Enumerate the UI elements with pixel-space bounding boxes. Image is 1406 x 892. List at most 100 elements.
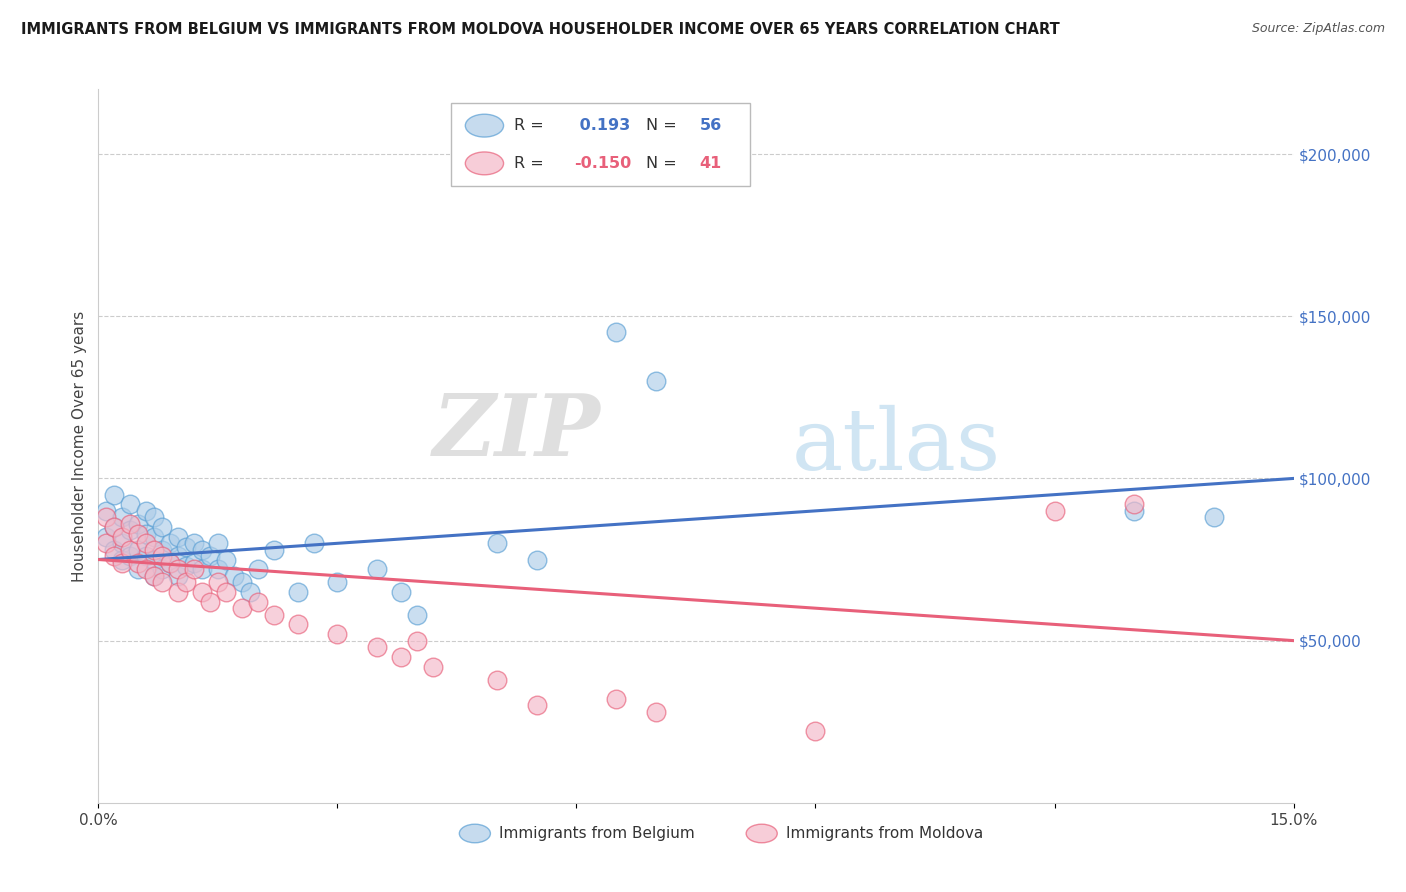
Point: [96, 530, 118, 544]
Text: 0.193: 0.193: [574, 118, 630, 133]
Text: Immigrants from Moldova: Immigrants from Moldova: [786, 826, 983, 841]
Point: [143, 510, 166, 524]
Point: [111, 510, 134, 524]
Text: R =: R =: [515, 118, 544, 133]
Point: [287, 617, 309, 632]
Point: [174, 540, 197, 554]
Point: [222, 568, 245, 582]
Point: [263, 542, 285, 557]
Point: [120, 542, 142, 557]
Point: [485, 673, 508, 687]
Point: [96, 504, 118, 518]
Point: [191, 542, 214, 557]
Circle shape: [465, 152, 503, 175]
Point: [1202, 510, 1225, 524]
Point: [231, 601, 253, 615]
Point: [135, 536, 157, 550]
Point: [366, 562, 388, 576]
Point: [207, 575, 229, 590]
Point: [422, 659, 444, 673]
Point: [120, 516, 142, 531]
Text: IMMIGRANTS FROM BELGIUM VS IMMIGRANTS FROM MOLDOVA HOUSEHOLDER INCOME OVER 65 YE: IMMIGRANTS FROM BELGIUM VS IMMIGRANTS FR…: [21, 22, 1060, 37]
Point: [174, 559, 197, 574]
Text: N =: N =: [645, 156, 676, 171]
Point: [143, 530, 166, 544]
Point: [215, 552, 238, 566]
Point: [120, 497, 142, 511]
Point: [191, 585, 214, 599]
Point: [198, 549, 221, 564]
Point: [143, 552, 166, 566]
Point: [207, 536, 229, 550]
Point: [191, 562, 214, 576]
Point: [143, 568, 166, 582]
Point: [174, 575, 197, 590]
Point: [150, 542, 173, 557]
Point: [127, 516, 149, 531]
Point: [159, 556, 181, 570]
Point: [127, 562, 149, 576]
Point: [526, 698, 548, 713]
Text: -0.150: -0.150: [574, 156, 631, 171]
Point: [1123, 504, 1146, 518]
Point: [605, 692, 627, 706]
Circle shape: [747, 824, 778, 843]
Point: [103, 520, 125, 534]
Text: Source: ZipAtlas.com: Source: ZipAtlas.com: [1251, 22, 1385, 36]
Point: [96, 510, 118, 524]
Point: [804, 724, 827, 739]
Y-axis label: Householder Income Over 65 years: Householder Income Over 65 years: [72, 310, 87, 582]
Point: [263, 607, 285, 622]
Point: [127, 526, 149, 541]
Point: [198, 595, 221, 609]
Point: [143, 542, 166, 557]
Point: [406, 633, 429, 648]
Bar: [451, 103, 749, 186]
Point: [135, 549, 157, 564]
Point: [326, 627, 349, 641]
Point: [127, 556, 149, 570]
Point: [1043, 504, 1066, 518]
Point: [231, 575, 253, 590]
Point: [406, 607, 429, 622]
Point: [111, 530, 134, 544]
Point: [246, 595, 269, 609]
Point: [485, 536, 508, 550]
Point: [366, 640, 388, 654]
Point: [215, 585, 238, 599]
Point: [159, 556, 181, 570]
Point: [526, 552, 548, 566]
Point: [287, 585, 309, 599]
Point: [246, 562, 269, 576]
Text: N =: N =: [645, 118, 676, 133]
Point: [103, 549, 125, 564]
Circle shape: [460, 824, 491, 843]
Point: [302, 536, 325, 550]
Point: [326, 575, 349, 590]
Point: [207, 562, 229, 576]
Point: [120, 549, 142, 564]
Point: [135, 562, 157, 576]
Text: 56: 56: [700, 118, 721, 133]
Point: [143, 568, 166, 582]
Text: atlas: atlas: [792, 404, 1001, 488]
Point: [135, 526, 157, 541]
Text: 41: 41: [700, 156, 721, 171]
Point: [183, 562, 205, 576]
Point: [1123, 497, 1146, 511]
Point: [150, 520, 173, 534]
Point: [103, 488, 125, 502]
Point: [167, 585, 190, 599]
Point: [127, 542, 149, 557]
Point: [167, 530, 190, 544]
Point: [239, 585, 262, 599]
Point: [183, 536, 205, 550]
Point: [645, 705, 668, 719]
Point: [111, 552, 134, 566]
Point: [645, 374, 668, 388]
Point: [103, 542, 125, 557]
Point: [605, 326, 627, 340]
Circle shape: [465, 114, 503, 137]
Point: [96, 536, 118, 550]
Point: [150, 549, 173, 564]
